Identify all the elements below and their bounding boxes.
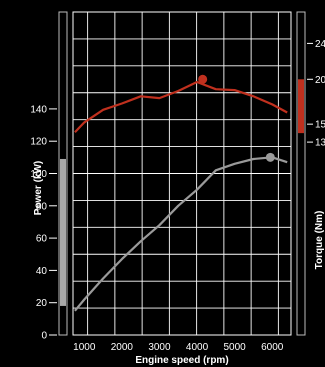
x-axis-title: Engine speed (rpm): [135, 355, 228, 366]
series-layer: [74, 74, 288, 312]
left-axis-title: Power (kW): [33, 161, 44, 215]
right-axis-title: Torque (Nm): [314, 211, 325, 270]
left-tick-label: 60: [36, 234, 48, 245]
right-tick-label: 15: [315, 120, 325, 131]
right-axis-ticks: 24 20 15 13: [307, 39, 325, 149]
left-range-band: [60, 158, 66, 306]
right-tick-label: 24: [315, 39, 325, 50]
x-tick-label: 3000: [148, 342, 171, 353]
left-tick-label: 20: [36, 298, 48, 309]
left-tick-label: 120: [30, 137, 47, 148]
right-tick-label: 13: [315, 138, 325, 149]
right-range-band: [298, 79, 304, 134]
left-tick-label: 0: [41, 331, 47, 342]
x-tick-label: 6000: [261, 342, 284, 353]
left-tick-label: 40: [36, 266, 48, 277]
x-tick-label: 2000: [111, 342, 134, 353]
x-axis-ticks: 1000 2000 3000 4000 5000 6000: [73, 342, 284, 353]
grid: [73, 12, 291, 335]
x-tick-label: 1000: [73, 342, 96, 353]
left-axis-ticks: 0 20 40 60 80 100 120 140: [30, 104, 57, 342]
power-peak-marker: [265, 152, 275, 162]
left-range-bar-frame: [58, 11, 68, 336]
x-tick-label: 4000: [186, 342, 209, 353]
power-curve: [74, 156, 288, 312]
x-tick-label: 5000: [223, 342, 246, 353]
left-tick-label: 140: [30, 104, 47, 115]
torque-peak-marker: [198, 74, 208, 84]
torque-curve: [74, 80, 288, 133]
left-tick-label: 100: [30, 169, 47, 180]
left-tick-label: 80: [36, 201, 48, 212]
right-tick-label: 20: [315, 75, 325, 86]
right-range-bar-frame: [296, 11, 306, 336]
